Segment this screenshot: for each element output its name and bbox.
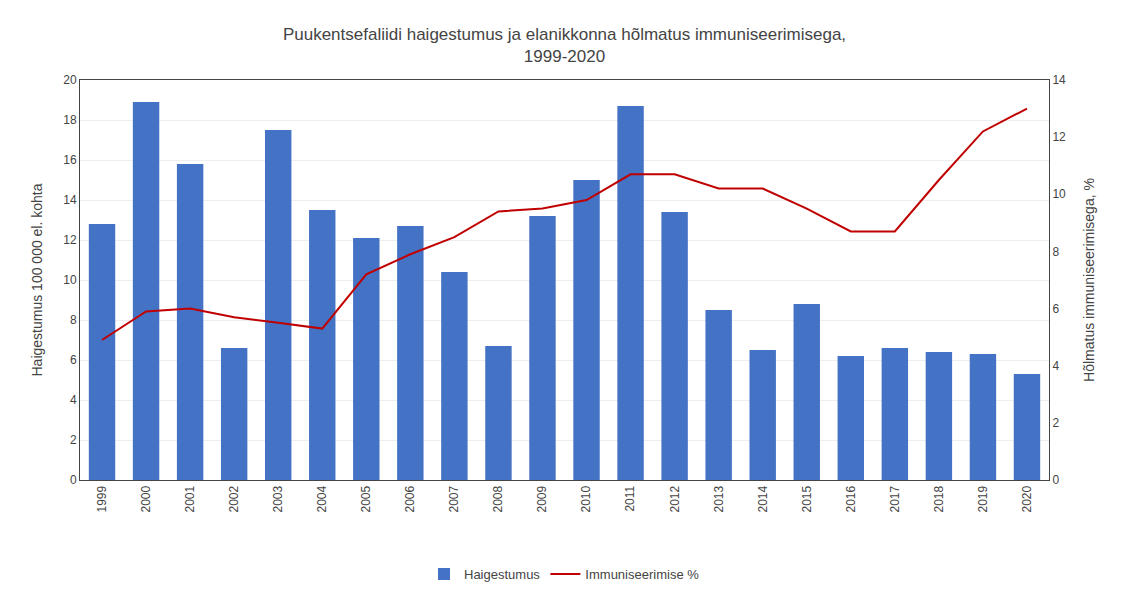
- svg-text:2011: 2011: [623, 485, 637, 511]
- svg-text:16: 16: [63, 153, 77, 167]
- svg-text:Puukentsefaliidi haigestumus j: Puukentsefaliidi haigestumus ja elanikko…: [283, 25, 846, 66]
- svg-text:2018: 2018: [932, 485, 946, 512]
- svg-text:2017: 2017: [888, 485, 902, 512]
- svg-text:2000: 2000: [139, 485, 153, 512]
- svg-text:8: 8: [70, 313, 77, 327]
- svg-text:0: 0: [1052, 473, 1059, 487]
- svg-text:2009: 2009: [535, 485, 549, 512]
- svg-text:4: 4: [70, 393, 77, 407]
- svg-text:14: 14: [63, 193, 77, 207]
- svg-text:2008: 2008: [491, 485, 505, 512]
- svg-text:Haigestumus 100 000 el. kohta: Haigestumus 100 000 el. kohta: [29, 183, 45, 376]
- svg-text:Haigestumus: Haigestumus: [464, 567, 540, 582]
- svg-text:2: 2: [1052, 416, 1059, 430]
- svg-text:12: 12: [63, 233, 77, 247]
- svg-text:8: 8: [1052, 245, 1059, 259]
- svg-text:Hõlmatus immuniseerimisega, %: Hõlmatus immuniseerimisega, %: [1081, 178, 1097, 382]
- svg-text:2004: 2004: [315, 485, 329, 512]
- svg-text:4: 4: [1052, 359, 1059, 373]
- svg-text:10: 10: [1052, 187, 1066, 201]
- svg-text:6: 6: [70, 353, 77, 367]
- svg-text:2007: 2007: [447, 485, 461, 512]
- svg-text:20: 20: [63, 73, 77, 87]
- svg-text:2002: 2002: [227, 485, 241, 512]
- svg-text:2016: 2016: [844, 485, 858, 512]
- svg-text:Immuniseerimise %: Immuniseerimise %: [585, 567, 699, 582]
- svg-text:2013: 2013: [712, 485, 726, 512]
- svg-text:2003: 2003: [271, 485, 285, 512]
- svg-text:2012: 2012: [668, 485, 682, 512]
- svg-text:10: 10: [63, 273, 77, 287]
- svg-text:12: 12: [1052, 130, 1066, 144]
- svg-text:2014: 2014: [756, 485, 770, 512]
- svg-text:6: 6: [1052, 302, 1059, 316]
- svg-text:2019: 2019: [976, 485, 990, 512]
- svg-text:2006: 2006: [403, 485, 417, 512]
- svg-text:2001: 2001: [183, 485, 197, 512]
- svg-text:2015: 2015: [800, 485, 814, 512]
- svg-text:2005: 2005: [359, 485, 373, 512]
- svg-text:2: 2: [70, 433, 77, 447]
- svg-text:14: 14: [1052, 73, 1066, 87]
- svg-text:1999: 1999: [95, 485, 109, 512]
- svg-text:18: 18: [63, 113, 77, 127]
- svg-text:2020: 2020: [1020, 485, 1034, 512]
- svg-text:2010: 2010: [579, 485, 593, 512]
- svg-text:0: 0: [70, 473, 77, 487]
